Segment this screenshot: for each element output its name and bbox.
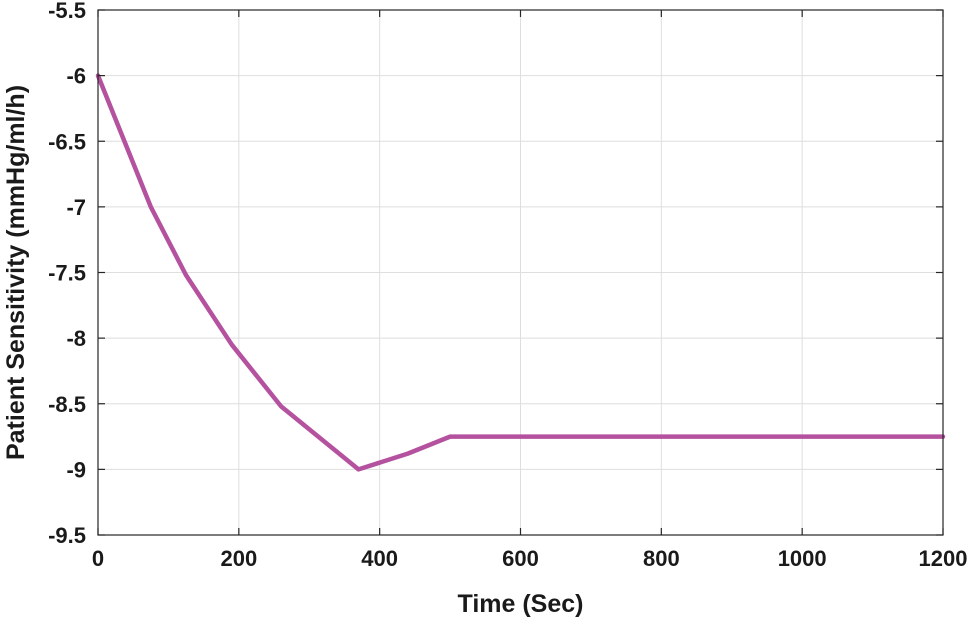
- x-axis-ticks: 0 200 400 600 800 1000 1200: [92, 10, 968, 571]
- x-tick-label: 200: [220, 546, 257, 571]
- y-tick-label: -7.5: [48, 261, 86, 286]
- y-tick-label: -8.5: [48, 392, 86, 417]
- y-axis-ticks: -5.5 -6 -6.5 -7 -7.5 -8 -8.5 -9 -9.5: [48, 0, 943, 548]
- x-tick-label: 800: [643, 546, 680, 571]
- x-tick-label: 400: [361, 546, 398, 571]
- y-tick-label: -9: [66, 457, 86, 482]
- grid: [97, 9, 944, 536]
- y-tick-label: -5.5: [48, 0, 86, 23]
- y-tick-label: -8: [66, 326, 86, 351]
- series-layer: [95, 73, 946, 472]
- y-axis-label: Patient Sensitivity (mmHg/ml/h): [2, 85, 30, 460]
- x-tick-label: 600: [502, 546, 539, 571]
- x-tick-label: 0: [92, 546, 104, 571]
- x-tick-label: 1200: [919, 546, 968, 571]
- y-tick-label: -6: [66, 64, 86, 89]
- y-tick-label: -9.5: [48, 523, 86, 548]
- x-tick-label: 1000: [778, 546, 827, 571]
- y-tick-label: -6.5: [48, 129, 86, 154]
- series-line: [95, 73, 946, 472]
- y-tick-label: -7: [66, 195, 86, 220]
- x-axis-label: Time (Sec): [458, 590, 584, 618]
